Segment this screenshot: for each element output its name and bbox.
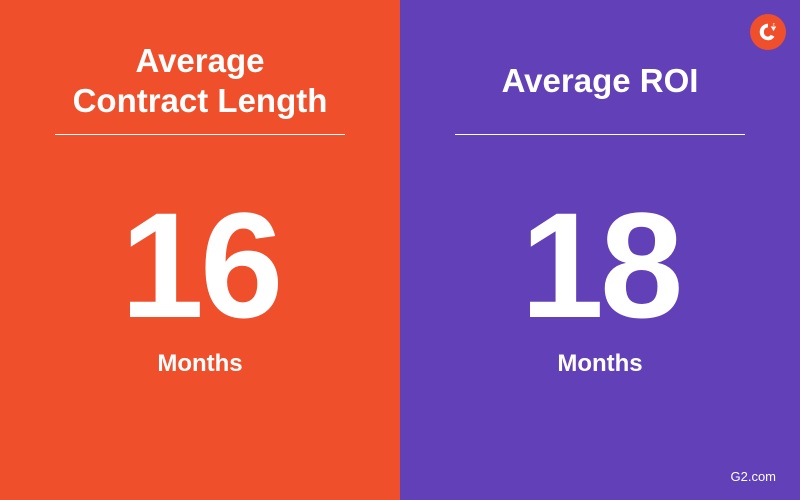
svg-text:2: 2 [773,23,775,27]
left-value: 16 [121,190,280,340]
right-title: Average ROI [502,40,699,122]
left-panel: AverageContract Length 16 Months [0,0,400,500]
right-panel: Average ROI 18 Months [400,0,800,500]
left-title: AverageContract Length [73,40,328,122]
right-value: 18 [521,190,680,340]
g2-logo-icon: 2 [750,14,786,50]
left-divider [55,134,345,135]
left-unit: Months [157,350,242,378]
attribution-text: G2.com [730,469,776,484]
right-unit: Months [557,350,642,378]
right-divider [455,134,745,135]
